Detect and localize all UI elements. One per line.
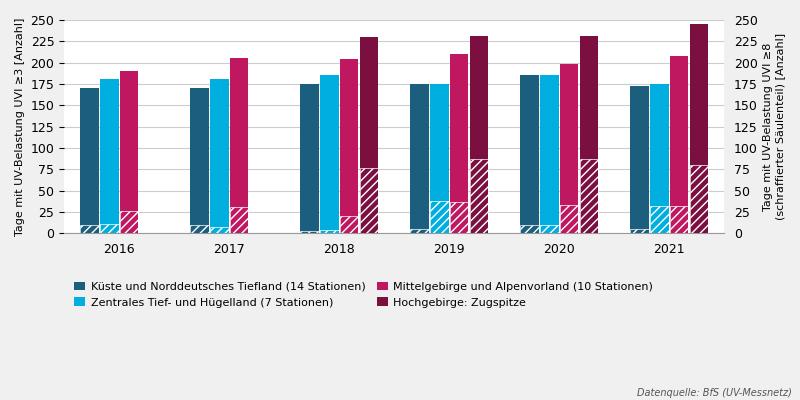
Bar	[470, 159, 488, 233]
Bar	[670, 206, 689, 233]
Y-axis label: Tage mit UV-Belastung UVI ≥3 [Anzahl]: Tage mit UV-Belastung UVI ≥3 [Anzahl]	[15, 18, 25, 236]
Bar	[430, 84, 449, 233]
Bar	[340, 59, 358, 233]
Bar	[410, 229, 429, 233]
Bar	[690, 24, 708, 233]
Bar	[630, 229, 649, 233]
Bar	[80, 88, 99, 233]
Bar	[410, 84, 429, 233]
Bar	[320, 230, 338, 233]
Bar	[690, 165, 708, 233]
Bar	[80, 225, 99, 233]
Y-axis label: Tage mit UV-Belastung UVI ≥8
(schraffierter Säulenteil) [Anzahl]: Tage mit UV-Belastung UVI ≥8 (schraffier…	[763, 33, 785, 220]
Bar	[540, 225, 558, 233]
Bar	[579, 159, 598, 233]
Bar	[230, 207, 249, 233]
Bar	[300, 84, 319, 233]
Bar	[450, 202, 469, 233]
Bar	[210, 79, 229, 233]
Bar	[520, 76, 539, 233]
Bar	[520, 225, 539, 233]
Bar	[359, 168, 378, 233]
Bar	[120, 211, 138, 233]
Bar	[630, 86, 649, 233]
Bar	[320, 76, 338, 233]
Bar	[540, 76, 558, 233]
Bar	[359, 37, 378, 233]
Bar	[80, 225, 99, 233]
Bar	[210, 226, 229, 233]
Bar	[120, 211, 138, 233]
Bar	[300, 231, 319, 233]
Bar	[210, 226, 229, 233]
Bar	[470, 36, 488, 233]
Bar	[340, 216, 358, 233]
Bar	[650, 84, 669, 233]
Bar	[230, 207, 249, 233]
Bar	[690, 165, 708, 233]
Bar	[560, 205, 578, 233]
Bar	[670, 56, 689, 233]
Bar	[560, 205, 578, 233]
Bar	[100, 79, 118, 233]
Bar	[650, 206, 669, 233]
Bar	[100, 224, 118, 233]
Bar	[650, 206, 669, 233]
Bar	[300, 231, 319, 233]
Bar	[470, 159, 488, 233]
Bar	[410, 229, 429, 233]
Bar	[190, 225, 209, 233]
Bar	[670, 206, 689, 233]
Bar	[230, 58, 249, 233]
Bar	[630, 229, 649, 233]
Bar	[190, 225, 209, 233]
Bar	[450, 54, 469, 233]
Bar	[579, 159, 598, 233]
Bar	[430, 201, 449, 233]
Bar	[120, 71, 138, 233]
Bar	[560, 64, 578, 233]
Bar	[430, 201, 449, 233]
Bar	[579, 36, 598, 233]
Text: Datenquelle: BfS (UV-Messnetz): Datenquelle: BfS (UV-Messnetz)	[637, 388, 792, 398]
Bar	[520, 225, 539, 233]
Bar	[320, 230, 338, 233]
Bar	[450, 202, 469, 233]
Bar	[540, 225, 558, 233]
Bar	[359, 168, 378, 233]
Bar	[190, 88, 209, 233]
Bar	[100, 224, 118, 233]
Bar	[340, 216, 358, 233]
Legend: Küste und Norddeutsches Tiefland (14 Stationen), Zentrales Tief- und Hügelland (: Küste und Norddeutsches Tiefland (14 Sta…	[70, 277, 658, 312]
